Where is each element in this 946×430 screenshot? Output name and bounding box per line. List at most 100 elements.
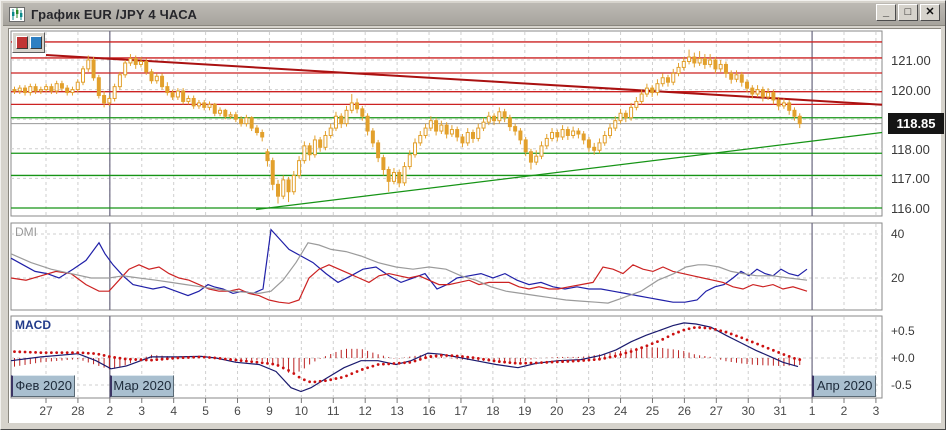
candle-body [328, 127, 333, 136]
candle-body [734, 74, 739, 80]
macd-signal-dot [355, 370, 359, 373]
macd-signal-dot [271, 362, 275, 366]
macd-signal-dot [55, 351, 59, 354]
candle-body [81, 68, 86, 83]
macd-signal-dot [650, 342, 654, 346]
macd-signal-dot [387, 362, 391, 366]
candle-body [154, 75, 159, 82]
candle-body [687, 56, 692, 62]
macd-signal-dot [160, 357, 164, 361]
candle-body [781, 102, 786, 107]
macd-signal-dot [208, 356, 211, 359]
candle-body [17, 87, 22, 92]
candle-body [449, 129, 454, 135]
macd-signal-dot [313, 380, 317, 384]
candle-body [302, 145, 307, 162]
macd-signal-dot [756, 342, 759, 346]
window-bottom-edge [3, 423, 945, 429]
candle-body [592, 146, 597, 151]
macd-signal-dot [171, 356, 175, 360]
candle-body [312, 139, 317, 156]
candle-body [697, 58, 702, 64]
candle-body [323, 134, 328, 148]
candle-body [402, 166, 407, 184]
candle-body [423, 127, 428, 136]
candle-body [792, 109, 797, 117]
close-button[interactable]: ✕ [920, 4, 940, 21]
candle-body [507, 117, 512, 128]
candle-body [286, 179, 291, 193]
macd-signal-dot [339, 376, 343, 379]
candle-body [713, 59, 718, 70]
macd-signal-dot [107, 355, 111, 358]
macd-signal-dot [150, 358, 153, 362]
macd-signal-dot [787, 355, 791, 358]
minimize-button[interactable]: _ [876, 4, 896, 21]
macd-signal-dot [798, 358, 802, 362]
macd-signal-dot [782, 353, 786, 356]
candle-body [550, 132, 555, 139]
macd-signal-dot [466, 355, 470, 359]
macd-signal-dot [571, 359, 575, 363]
blue-tool-button[interactable] [29, 36, 42, 49]
macd-signal-dot [397, 361, 401, 365]
macd-signal-dot [640, 346, 644, 350]
red-tool-button[interactable] [15, 36, 28, 49]
candle-body [38, 89, 43, 92]
candle-body [671, 72, 676, 83]
candle-body [270, 160, 275, 185]
macd-signal-dot [92, 352, 95, 355]
candle-body [128, 58, 133, 64]
candle-body [544, 137, 549, 147]
candle-body [787, 102, 792, 111]
macd-signal-dot [576, 359, 580, 363]
candle-body [318, 139, 323, 148]
macd-signal-dot [360, 368, 364, 371]
candle-body [12, 89, 17, 92]
macd-signal-dot [492, 359, 496, 363]
macd-signal-dot [197, 355, 201, 359]
macd-signal-dot [60, 351, 64, 354]
candle-body [249, 117, 254, 129]
macd-signal-dot [745, 338, 749, 342]
maximize-button[interactable]: □ [898, 4, 918, 21]
macd-signal-dot [503, 360, 507, 364]
macd-signal-dot [476, 356, 480, 360]
candle-body [96, 77, 101, 97]
candle-body [239, 118, 244, 125]
macd-signal-dot [608, 355, 612, 359]
macd-signal-dot [677, 330, 680, 334]
candle-body [65, 87, 70, 94]
candle-body [170, 92, 175, 98]
candle-body [723, 63, 728, 74]
candle-body [523, 139, 528, 153]
candle-body [339, 115, 344, 125]
macd-signal-dot [345, 374, 348, 378]
macd-signal-dot [629, 350, 633, 353]
candle-body [123, 62, 128, 76]
candle-body [370, 130, 375, 144]
candle-body [571, 130, 576, 136]
candle-body [365, 115, 370, 132]
descending-trendline [45, 53, 883, 106]
macd-signal-dot [308, 380, 312, 384]
candle-body [739, 74, 744, 83]
macd-signal-dot [187, 356, 190, 359]
macd-signal-dot [371, 364, 375, 368]
candle-body [618, 112, 623, 122]
candle-body [481, 121, 486, 129]
candle-body [33, 86, 38, 92]
candle-body [191, 97, 196, 107]
title-bar[interactable]: График EUR /JPY 4 ЧАСА [3, 3, 945, 26]
macd-signal-dot [165, 357, 169, 361]
candle-body [634, 100, 639, 108]
candle-body [91, 59, 96, 79]
macd-signal-dot [624, 351, 628, 355]
macd-signal-dot [81, 351, 85, 355]
candle-body [486, 115, 491, 123]
candle-body [760, 89, 765, 98]
macd-signal-dot [587, 358, 591, 362]
macd-signal-dot [350, 372, 354, 376]
